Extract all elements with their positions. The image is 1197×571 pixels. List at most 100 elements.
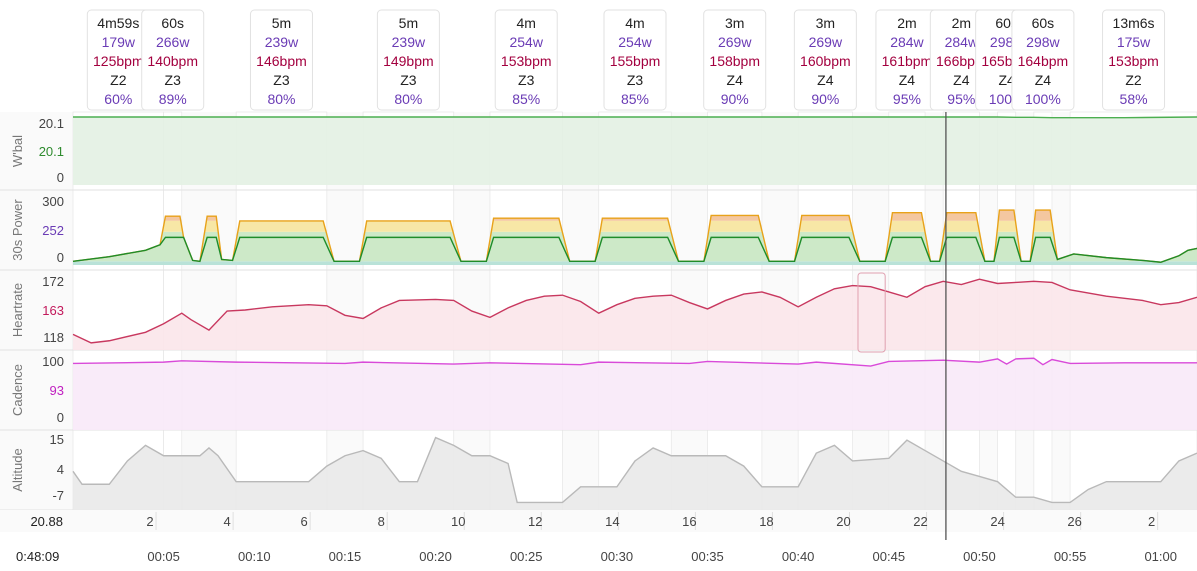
distance-tick-label: 2: [146, 514, 153, 529]
power-line-upper: [72, 209, 1197, 263]
distance-tick-label: 6: [301, 514, 308, 529]
distance-axis-background: [0, 510, 1197, 532]
panels: 20.1 0 20.1 W'bal 300 0 252 30s Power 172 118 163 H…: [10, 116, 1197, 510]
lap-zone: Z4: [953, 72, 970, 88]
lap-box[interactable]: [1011, 9, 1075, 111]
power-current-value: 252: [42, 223, 64, 238]
lap-box[interactable]: [141, 9, 205, 111]
altitude-axis-label: Altitude: [10, 448, 25, 491]
distance-tick-label: 24: [990, 514, 1004, 529]
lap-box[interactable]: [249, 9, 313, 111]
lap-duration: 5m: [399, 15, 418, 31]
lap-hr: 155bpm: [610, 53, 661, 69]
distance-tick-label: 18: [759, 514, 773, 529]
lap-power: 269w: [809, 34, 843, 50]
wbal-line: [73, 116, 1197, 119]
lap-duration: 2m: [952, 15, 971, 31]
lap-3[interactable]: 5m 239w 146bpm Z3 80%: [249, 9, 313, 111]
lap-duration: 4m: [625, 15, 644, 31]
lap-zone: Z4: [899, 72, 916, 88]
wbal-current-value: 20.1: [39, 144, 64, 159]
lap-9[interactable]: 2m 284w 161bpm Z4 95%: [875, 9, 939, 111]
distance-tick-label: 12: [528, 514, 542, 529]
power-zone-fill: [73, 261, 1197, 265]
lap-hr: 149bpm: [383, 53, 434, 69]
lap-labels[interactable]: 4m59s 179w 125bpm Z2 60% 60s 266w 140bpm Z3 89% 5m…: [86, 9, 1166, 111]
lap-pct: 58%: [1120, 91, 1148, 107]
cadence-current-value: 93: [50, 383, 64, 398]
lap-power: 179w: [102, 34, 136, 50]
lap-12[interactable]: 60s 298w 164bpm Z4 100%: [1011, 9, 1075, 111]
lap-zone: Z3: [165, 72, 182, 88]
lap-duration: 4m59s: [97, 15, 139, 31]
lap-7[interactable]: 3m 269w 158bpm Z4 90%: [703, 9, 767, 111]
lap-box[interactable]: [603, 9, 667, 111]
lap-power: 239w: [392, 34, 426, 50]
lap-pct: 89%: [159, 91, 187, 107]
lap-pct: 95%: [893, 91, 921, 107]
distance-tick-label: 16: [682, 514, 696, 529]
lap-zone: Z4: [817, 72, 834, 88]
lap-pct: 80%: [267, 91, 295, 107]
lap-2[interactable]: 60s 266w 140bpm Z3 89%: [141, 9, 205, 111]
power-axis-label: 30s Power: [10, 199, 25, 261]
heartrate-area: [73, 279, 1197, 350]
distance-value: 20.88: [30, 514, 63, 529]
axes: 2 4 6 8 10 12 14 16 18 20 22 24 26 200:05 00:10 00:15 00…: [0, 510, 1197, 564]
lap-hr: 146bpm: [256, 53, 307, 69]
lap-zone: Z4: [998, 72, 1015, 88]
lap-13[interactable]: 13m6s 175w 153bpm Z2 58%: [1102, 9, 1166, 111]
lap-zone: Z4: [1035, 72, 1052, 88]
lap-power: 298w: [1026, 34, 1060, 50]
cadence-tick: 100: [42, 354, 64, 369]
lap-hr: 125bpm: [93, 53, 144, 69]
panel-altitude: 15 4 -7 Altitude: [10, 432, 1197, 510]
lap-box[interactable]: [494, 9, 558, 111]
heartrate-selection-box[interactable]: [857, 272, 886, 353]
time-tick-label: 00:50: [963, 549, 996, 564]
lap-pct: 100%: [1025, 91, 1061, 107]
lap-hr: 164bpm: [1018, 53, 1069, 69]
distance-tick-label: 10: [451, 514, 465, 529]
panel-wbal: 20.1 0 20.1 W'bal: [10, 116, 1197, 185]
time-tick-label: 00:20: [419, 549, 452, 564]
lap-duration: 2m: [897, 15, 916, 31]
lap-box[interactable]: [703, 9, 767, 111]
lap-box[interactable]: [793, 9, 857, 111]
power-line: [72, 236, 1197, 263]
lap-5[interactable]: 4m 254w 153bpm Z3 85%: [494, 9, 558, 111]
lap-duration: 60s: [161, 15, 184, 31]
heartrate-current-value: 163: [42, 303, 64, 318]
lap-hr: 158bpm: [709, 53, 760, 69]
wbal-tick: 0: [57, 170, 64, 185]
heartrate-line: [72, 278, 1197, 344]
lap-1[interactable]: 4m59s 179w 125bpm Z2 60%: [86, 9, 150, 111]
lap-box[interactable]: [376, 9, 440, 111]
time-tick-label: 00:45: [873, 549, 906, 564]
time-tick-label: 01:00: [1144, 549, 1177, 564]
time-tick-label: 00:25: [510, 549, 543, 564]
altitude-tick: -7: [52, 488, 64, 503]
lap-pct: 90%: [721, 91, 749, 107]
lap-pct: 95%: [947, 91, 975, 107]
distance-tick-label: 8: [378, 514, 385, 529]
lap-8[interactable]: 3m 269w 160bpm Z4 90%: [793, 9, 857, 111]
cadence-axis-label: Cadence: [10, 364, 25, 416]
power-tick: 300: [42, 194, 64, 209]
lap-pct: 80%: [394, 91, 422, 107]
lap-pct: 85%: [512, 91, 540, 107]
cadence-line: [72, 357, 1197, 367]
lap-box[interactable]: [1102, 9, 1166, 111]
lap-zone: Z3: [400, 72, 417, 88]
lap-hr: 140bpm: [147, 53, 198, 69]
lap-duration: 60s: [1032, 15, 1055, 31]
time-tick-label: 00:55: [1054, 549, 1087, 564]
altitude-area: [73, 437, 1197, 510]
lap-power: 284w: [945, 34, 979, 50]
lap-power: 266w: [156, 34, 190, 50]
lap-4[interactable]: 5m 239w 149bpm Z3 80%: [376, 9, 440, 111]
heartrate-tick: 172: [42, 274, 64, 289]
wbal-axis-label: W'bal: [10, 135, 25, 167]
lap-6[interactable]: 4m 254w 155bpm Z3 85%: [603, 9, 667, 111]
lap-pct: 60%: [104, 91, 132, 107]
